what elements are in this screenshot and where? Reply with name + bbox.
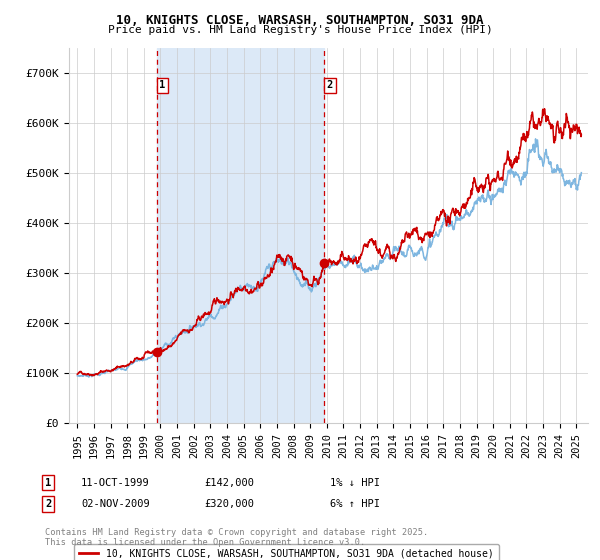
Text: 6% ↑ HPI: 6% ↑ HPI	[330, 499, 380, 509]
Text: 02-NOV-2009: 02-NOV-2009	[81, 499, 150, 509]
Text: 10, KNIGHTS CLOSE, WARSASH, SOUTHAMPTON, SO31 9DA: 10, KNIGHTS CLOSE, WARSASH, SOUTHAMPTON,…	[116, 14, 484, 27]
Text: Contains HM Land Registry data © Crown copyright and database right 2025.
This d: Contains HM Land Registry data © Crown c…	[45, 528, 428, 547]
Legend: 10, KNIGHTS CLOSE, WARSASH, SOUTHAMPTON, SO31 9DA (detached house), HPI: Average: 10, KNIGHTS CLOSE, WARSASH, SOUTHAMPTON,…	[74, 544, 499, 560]
Text: 1: 1	[45, 478, 51, 488]
Text: 1% ↓ HPI: 1% ↓ HPI	[330, 478, 380, 488]
Text: £142,000: £142,000	[204, 478, 254, 488]
Text: 2: 2	[45, 499, 51, 509]
Bar	[157, 48, 324, 423]
Text: 2: 2	[326, 80, 333, 90]
Text: Price paid vs. HM Land Registry's House Price Index (HPI): Price paid vs. HM Land Registry's House …	[107, 25, 493, 35]
Text: 1: 1	[160, 80, 166, 90]
Text: 11-OCT-1999: 11-OCT-1999	[81, 478, 150, 488]
Text: £320,000: £320,000	[204, 499, 254, 509]
